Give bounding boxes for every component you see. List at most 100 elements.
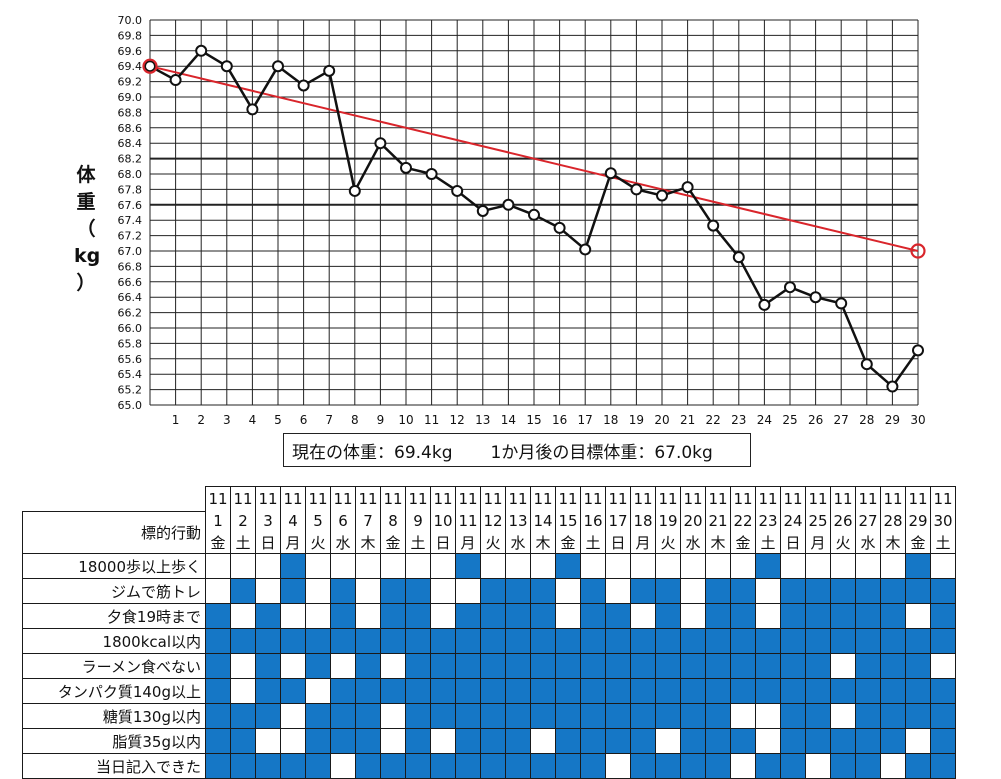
habit-cell-done (655, 578, 681, 604)
habit-cell-done (280, 753, 306, 779)
header-month: 11 (705, 486, 731, 511)
habit-cell-done (680, 653, 706, 679)
weight-point (348, 184, 361, 197)
habit-cell-empty (280, 728, 306, 754)
habit-cell-done (605, 678, 631, 704)
habit-cell-done (555, 728, 581, 754)
habit-cell-done (880, 728, 906, 754)
habit-cell-done (530, 703, 556, 729)
header-month: 11 (255, 486, 281, 511)
habit-cell-done (380, 578, 406, 604)
habit-cell-done (255, 653, 281, 679)
habit-cell-done (455, 628, 481, 654)
weight-point (758, 298, 771, 311)
weight-point (400, 161, 412, 174)
habit-cell-done (330, 603, 356, 629)
weight-point (732, 251, 745, 264)
habit-cell-done (205, 678, 231, 704)
weight-point (144, 60, 156, 73)
x-tick-label: 30 (910, 413, 925, 427)
y-tick-label: 68.4 (118, 137, 143, 150)
habit-cell-done (630, 753, 656, 779)
habit-row: 18000歩以上歩く (22, 553, 956, 579)
y-tick-label: 69.6 (118, 45, 143, 58)
habit-cell-done (805, 728, 831, 754)
habit-cell-done (830, 753, 856, 779)
x-tick-label: 3 (223, 413, 231, 427)
habit-cell-done (255, 753, 281, 779)
habit-cell-done (755, 553, 781, 579)
habit-cell-done (405, 753, 431, 779)
header-month: 11 (305, 486, 331, 511)
habit-cell-done (355, 628, 381, 654)
habit-cell-empty (830, 703, 856, 729)
habit-cell-done (380, 753, 406, 779)
habit-label: 夕食19時まで (22, 603, 206, 629)
header-day: 5 (305, 511, 331, 531)
habit-cell-done (880, 603, 906, 629)
habit-cell-done (480, 678, 506, 704)
habit-cell-done (305, 628, 331, 654)
habit-cell-done (755, 753, 781, 779)
habit-cell-done (630, 703, 656, 729)
y-tick-label: 66.0 (118, 322, 143, 335)
habit-cell-empty (355, 603, 381, 629)
habit-cell-done (930, 753, 956, 779)
habit-cell-done (830, 628, 856, 654)
habit-cell-done (305, 728, 331, 754)
habit-cell-done (280, 678, 306, 704)
habit-cell-done (355, 753, 381, 779)
habit-cell-done (805, 653, 831, 679)
header-day: 8 (380, 511, 406, 531)
header-day: 24 (780, 511, 806, 531)
x-tick-label: 16 (552, 413, 567, 427)
habit-cell-done (705, 578, 731, 604)
header-weekday: 火 (480, 531, 506, 554)
habit-cell-empty (380, 703, 406, 729)
habit-cell-done (755, 653, 781, 679)
habit-cell-empty (930, 653, 956, 679)
habit-cell-done (580, 678, 606, 704)
x-tick-label: 25 (782, 413, 797, 427)
header-day: 22 (730, 511, 756, 531)
habit-label: 当日記入できた (22, 753, 206, 779)
y-tick-label: 67.0 (118, 245, 143, 258)
habit-cell-empty (705, 553, 731, 579)
habit-cell-done (830, 578, 856, 604)
weight-point (169, 74, 182, 87)
header-day: 15 (555, 511, 581, 531)
habit-cell-empty (755, 728, 781, 754)
habit-cell-done (455, 553, 481, 579)
header-day: 30 (930, 511, 956, 531)
habit-cell-done (680, 703, 706, 729)
habit-label: タンパク質140g以上 (22, 678, 206, 704)
header-day: 16 (580, 511, 606, 531)
habit-cell-empty (680, 553, 706, 579)
habit-cell-done (255, 703, 281, 729)
header-weekday: 木 (530, 531, 556, 554)
habit-cell-empty (330, 553, 356, 579)
habit-cell-empty (905, 728, 931, 754)
habit-cell-done (355, 678, 381, 704)
habit-cell-done (405, 628, 431, 654)
habit-cell-done (930, 728, 956, 754)
header-day: 9 (405, 511, 431, 531)
habit-cell-empty (880, 553, 906, 579)
header-weekday: 木 (355, 531, 381, 554)
weight-point (707, 219, 720, 232)
habit-cell-done (230, 703, 256, 729)
habit-cell-empty (430, 578, 456, 604)
habit-cell-done (780, 753, 806, 779)
x-tick-label: 15 (526, 413, 541, 427)
habit-cell-done (905, 703, 931, 729)
habit-cell-done (630, 728, 656, 754)
habit-cell-done (830, 603, 856, 629)
habit-cell-done (430, 628, 456, 654)
header-month: 11 (555, 486, 581, 511)
habit-cell-done (330, 578, 356, 604)
header-day: 4 (280, 511, 306, 531)
y-tick-label: 68.0 (118, 168, 143, 181)
habit-cell-done (505, 678, 531, 704)
habit-cell-empty (730, 553, 756, 579)
habit-cell-empty (230, 653, 256, 679)
